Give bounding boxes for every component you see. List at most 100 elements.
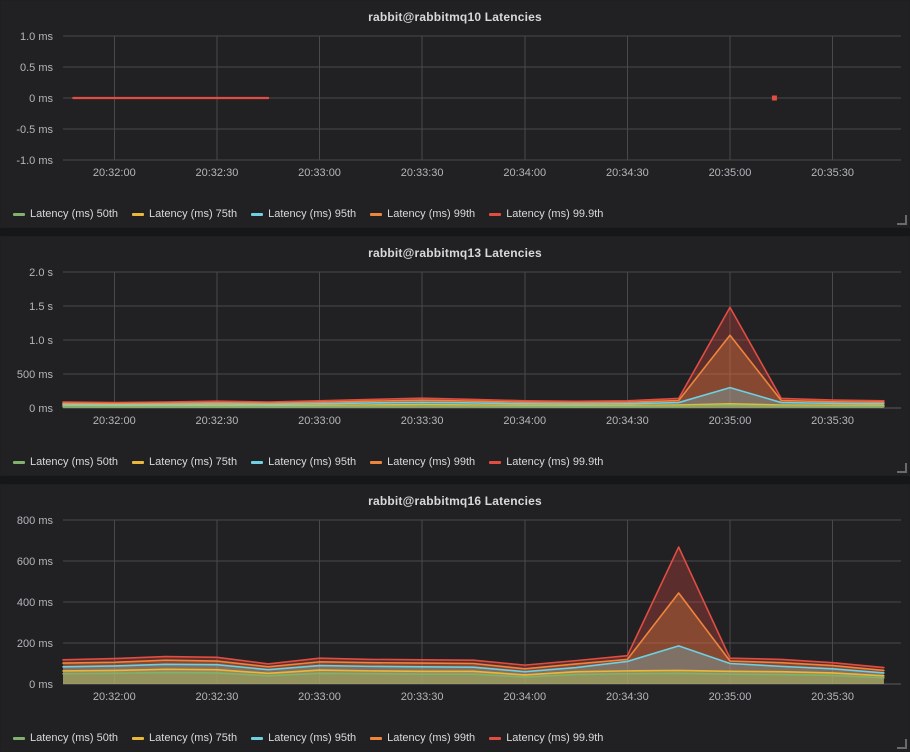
legend-label: Latency (ms) 50th xyxy=(30,456,119,468)
panel-resize-handle[interactable] xyxy=(897,739,907,749)
legend-swatch-icon xyxy=(489,461,502,464)
series-line xyxy=(62,671,885,679)
x-axis-tick-label: 20:32:30 xyxy=(196,415,239,427)
legend-swatch-icon xyxy=(132,213,145,216)
x-axis-tick-label: 20:35:00 xyxy=(709,691,752,703)
legend-item-p99[interactable]: Latency (ms) 99th xyxy=(370,208,475,221)
graph-canvas[interactable]: -1.0 ms -0.5 ms 0 ms 0.5 ms 1.0 ms 20:32:00 20… xyxy=(1,26,909,186)
series-line xyxy=(62,668,885,677)
legend-label: Latency (ms) 95th xyxy=(268,208,357,220)
y-axis-tick-label: 600 ms xyxy=(17,556,54,568)
series-line xyxy=(62,386,885,406)
y-axis-tick-label: 1.0 ms xyxy=(20,31,54,43)
x-axis-tick-label: 20:35:00 xyxy=(709,167,752,179)
series-area xyxy=(63,672,884,684)
series-area xyxy=(63,645,884,684)
x-axis-tick-label: 20:34:30 xyxy=(606,691,649,703)
panel-title[interactable]: rabbit@rabbitmq10 Latencies xyxy=(368,10,542,24)
x-axis-tick-label: 20:33:00 xyxy=(298,691,341,703)
legend-swatch-icon xyxy=(132,461,145,464)
graph-area[interactable]: -1.0 ms -0.5 ms 0 ms 0.5 ms 1.0 ms 20:32:00 20… xyxy=(1,26,909,186)
legend-label: Latency (ms) 99th xyxy=(387,208,476,220)
legend-swatch-icon xyxy=(251,461,264,464)
graph-area[interactable]: 0 ms 500 ms 1.0 s 1.5 s 2.0 s 20:32:00 20:32:3… xyxy=(1,262,909,434)
y-axis-tick-label: 1.0 s xyxy=(29,335,53,347)
y-axis-tick-label: 2.0 s xyxy=(29,267,53,279)
legend-item-p75[interactable]: Latency (ms) 75th xyxy=(132,456,237,469)
panel-resize-handle[interactable] xyxy=(897,463,907,473)
legend-swatch-icon xyxy=(370,213,383,216)
x-axis-tick-label: 20:34:30 xyxy=(606,415,649,427)
panel-title[interactable]: rabbit@rabbitmq16 Latencies xyxy=(368,494,542,508)
legend-item-p50[interactable]: Latency (ms) 50th xyxy=(13,456,118,469)
series-line xyxy=(62,546,885,669)
legend-label: Latency (ms) 99.9th xyxy=(506,208,604,220)
y-axis-tick-label: 400 ms xyxy=(17,597,54,609)
panel-rabbitmq16[interactable]: rabbit@rabbitmq16 Latencies 0 ms 200 ms 40… xyxy=(0,484,910,752)
series-datapoint xyxy=(771,95,777,101)
y-axis-tick-label: 0 ms xyxy=(29,93,53,105)
y-axis-tick-label: 500 ms xyxy=(17,369,54,381)
legend-item-p999[interactable]: Latency (ms) 99.9th xyxy=(489,732,603,745)
legend-swatch-icon xyxy=(251,737,264,740)
x-axis-tick-label: 20:34:00 xyxy=(503,415,546,427)
legend-label: Latency (ms) 99th xyxy=(387,456,476,468)
x-axis-tick-label: 20:33:30 xyxy=(401,167,444,179)
x-axis-tick-label: 20:32:00 xyxy=(93,415,136,427)
panel-rabbitmq10[interactable]: rabbit@rabbitmq10 Latencies -1.0 ms -0.5 … xyxy=(0,0,910,228)
series-line xyxy=(62,306,885,404)
legend-swatch-icon xyxy=(13,213,25,216)
x-axis-tick-label: 20:35:30 xyxy=(811,691,854,703)
legend-swatch-icon xyxy=(13,461,25,464)
y-axis-tick-label: 0 ms xyxy=(29,679,53,691)
series-line xyxy=(62,334,885,405)
y-axis-tick-label: 0.5 ms xyxy=(20,62,54,74)
x-axis-tick-label: 20:34:30 xyxy=(606,167,649,179)
x-axis-tick-label: 20:33:30 xyxy=(401,691,444,703)
legend-item-p50[interactable]: Latency (ms) 50th xyxy=(13,732,118,745)
series-line xyxy=(62,404,885,408)
legend-label: Latency (ms) 99th xyxy=(387,732,476,744)
x-axis-tick-label: 20:34:00 xyxy=(503,167,546,179)
x-axis-tick-label: 20:33:00 xyxy=(298,415,341,427)
x-axis-tick-label: 20:35:00 xyxy=(709,415,752,427)
x-axis-tick-label: 20:34:00 xyxy=(503,691,546,703)
y-axis-tick-label: -0.5 ms xyxy=(16,124,53,136)
series-area xyxy=(63,547,884,684)
y-axis-tick-label: 800 ms xyxy=(17,515,54,527)
y-axis-tick-label: 200 ms xyxy=(17,638,54,650)
legend-label: Latency (ms) 99.9th xyxy=(506,456,604,468)
legend-item-p999[interactable]: Latency (ms) 99.9th xyxy=(489,208,603,221)
y-axis-tick-label: 1.5 s xyxy=(29,301,53,313)
legend-item-p99[interactable]: Latency (ms) 99th xyxy=(370,732,475,745)
x-axis-tick-label: 20:32:00 xyxy=(93,167,136,179)
graph-area[interactable]: 0 ms 200 ms 400 ms 600 ms 800 ms 20:32:00 20:3… xyxy=(1,510,909,710)
legend-label: Latency (ms) 75th xyxy=(149,208,238,220)
panel-rabbitmq13[interactable]: rabbit@rabbitmq13 Latencies 0 ms 500 ms 1.… xyxy=(0,236,910,476)
x-axis-tick-label: 20:32:30 xyxy=(196,167,239,179)
legend-item-p95[interactable]: Latency (ms) 95th xyxy=(251,732,356,745)
series-area xyxy=(63,307,884,408)
graph-canvas[interactable]: 0 ms 200 ms 400 ms 600 ms 800 ms 20:32:00 20:3… xyxy=(1,510,909,710)
panel-title[interactable]: rabbit@rabbitmq13 Latencies xyxy=(368,246,542,260)
legend-item-p75[interactable]: Latency (ms) 75th xyxy=(132,208,237,221)
legend: Latency (ms) 50th Latency (ms) 75th Late… xyxy=(1,204,909,227)
series-area xyxy=(63,592,884,684)
legend-item-p999[interactable]: Latency (ms) 99.9th xyxy=(489,456,603,469)
legend-label: Latency (ms) 75th xyxy=(149,456,238,468)
panel-resize-handle[interactable] xyxy=(897,215,907,225)
legend-swatch-icon xyxy=(370,737,383,740)
legend-item-p95[interactable]: Latency (ms) 95th xyxy=(251,456,356,469)
y-axis-tick-label: -1.0 ms xyxy=(16,155,53,167)
graph-canvas[interactable]: 0 ms 500 ms 1.0 s 1.5 s 2.0 s 20:32:00 20:32:3… xyxy=(1,262,909,434)
legend-item-p75[interactable]: Latency (ms) 75th xyxy=(132,732,237,745)
legend-item-p99[interactable]: Latency (ms) 99th xyxy=(370,456,475,469)
legend-item-p50[interactable]: Latency (ms) 50th xyxy=(13,208,118,221)
legend-swatch-icon xyxy=(489,737,502,740)
legend: Latency (ms) 50th Latency (ms) 75th Late… xyxy=(1,452,909,475)
legend-label: Latency (ms) 99.9th xyxy=(506,732,604,744)
x-axis-tick-label: 20:32:30 xyxy=(196,691,239,703)
y-axis-tick-label: 0 ms xyxy=(29,403,53,415)
legend-item-p95[interactable]: Latency (ms) 95th xyxy=(251,208,356,221)
